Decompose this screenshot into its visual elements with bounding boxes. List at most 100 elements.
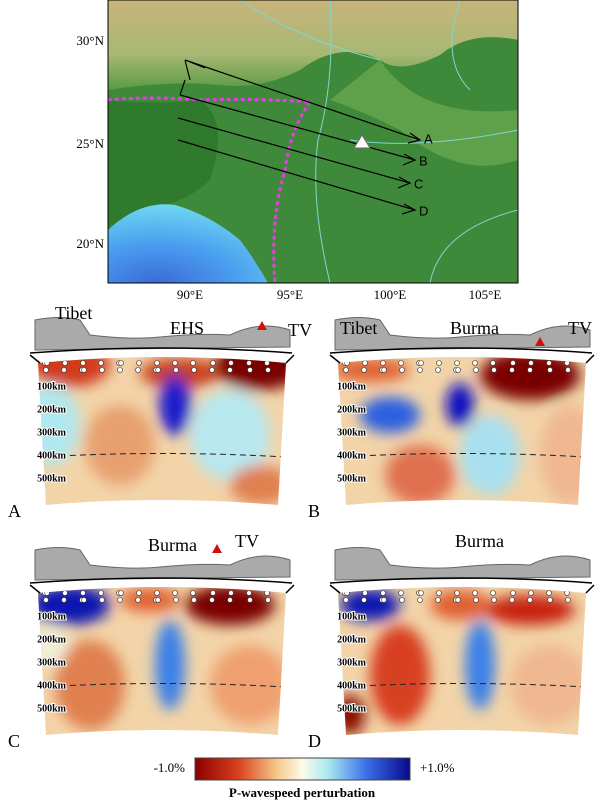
depth-label: 300km xyxy=(37,657,67,668)
event xyxy=(98,590,104,596)
event xyxy=(473,367,479,373)
depth-label: 300km xyxy=(337,657,367,668)
event xyxy=(455,367,461,373)
depth-400 xyxy=(339,453,586,458)
event xyxy=(491,367,497,373)
event xyxy=(247,367,253,373)
depth-label: 500km xyxy=(37,473,67,484)
lon-label: 100°E xyxy=(374,287,407,302)
event xyxy=(362,590,368,596)
region-label: Tibet xyxy=(340,318,377,338)
event xyxy=(209,367,215,373)
panel-letter: A xyxy=(8,501,21,521)
event xyxy=(490,590,496,596)
event xyxy=(154,360,160,366)
event xyxy=(528,360,534,366)
depth-label: 100km xyxy=(337,381,367,392)
anomaly xyxy=(140,358,220,388)
depth-400 xyxy=(339,683,586,688)
event xyxy=(44,590,50,596)
event xyxy=(435,597,441,603)
event xyxy=(265,597,271,603)
colorbar-min: -1.0% xyxy=(154,760,186,775)
event xyxy=(43,597,49,603)
event xyxy=(398,590,404,596)
event xyxy=(547,597,553,603)
section-panel: 100km 200km 300km 400km 500km Tibet EHS TV A xyxy=(8,303,312,521)
event xyxy=(210,590,216,596)
region-label: TV xyxy=(235,531,259,551)
anomaly xyxy=(159,375,191,435)
profile-label: A xyxy=(424,131,433,146)
event xyxy=(490,360,496,366)
section-outline xyxy=(29,354,295,364)
event xyxy=(381,597,387,603)
event xyxy=(362,360,368,366)
event xyxy=(472,590,478,596)
anomaly xyxy=(338,695,365,735)
anomaly xyxy=(360,397,420,433)
depth-label: 500km xyxy=(37,703,67,714)
anomaly xyxy=(480,357,580,400)
event xyxy=(209,597,215,603)
depth-400 xyxy=(39,683,286,688)
depth-label: 200km xyxy=(37,404,67,415)
panel-letter: D xyxy=(308,731,321,751)
region-label: Tibet xyxy=(55,303,92,323)
topography xyxy=(34,317,291,351)
event xyxy=(399,597,405,603)
event xyxy=(173,597,179,603)
event xyxy=(247,597,253,603)
region-label: Burma xyxy=(450,318,499,338)
event xyxy=(381,367,387,373)
section-panel: 100km 200km 300km 400km 500km Tibet Burma TV B xyxy=(308,317,595,521)
panel-letter: C xyxy=(8,731,20,751)
anomaly xyxy=(38,357,110,387)
event xyxy=(509,597,515,603)
event xyxy=(546,360,552,366)
event xyxy=(81,367,87,373)
event xyxy=(44,360,50,366)
event xyxy=(454,360,460,366)
anomaly xyxy=(460,415,520,495)
event xyxy=(155,597,161,603)
event xyxy=(190,360,196,366)
event xyxy=(565,597,571,603)
event xyxy=(98,360,104,366)
event xyxy=(380,360,386,366)
event xyxy=(380,590,386,596)
surface-line xyxy=(29,347,293,354)
anomaly xyxy=(155,620,185,710)
depth-label: 300km xyxy=(337,427,367,438)
event xyxy=(436,590,442,596)
event xyxy=(246,590,252,596)
anomalies xyxy=(38,357,286,505)
volcano-marker xyxy=(212,544,222,553)
event xyxy=(510,590,516,596)
event xyxy=(117,597,123,603)
surface-line xyxy=(329,577,593,584)
depth-label: 200km xyxy=(37,634,67,645)
profile-label: D xyxy=(419,203,428,218)
lat-label: 20°N xyxy=(76,236,104,251)
event xyxy=(264,590,270,596)
depth-label: 400km xyxy=(37,450,67,461)
event xyxy=(118,360,124,366)
event xyxy=(546,590,552,596)
anomaly xyxy=(38,385,80,465)
event xyxy=(228,590,234,596)
event xyxy=(417,367,423,373)
event xyxy=(343,367,349,373)
event xyxy=(99,597,105,603)
lon-label: 105°E xyxy=(469,287,502,302)
event xyxy=(135,367,141,373)
event xyxy=(491,597,497,603)
event xyxy=(227,597,233,603)
event xyxy=(81,597,87,603)
depth-label: 400km xyxy=(337,450,367,461)
section-body xyxy=(338,587,586,735)
event xyxy=(418,360,424,366)
section-body xyxy=(38,587,286,735)
anomaly xyxy=(38,587,110,625)
event xyxy=(509,367,515,373)
